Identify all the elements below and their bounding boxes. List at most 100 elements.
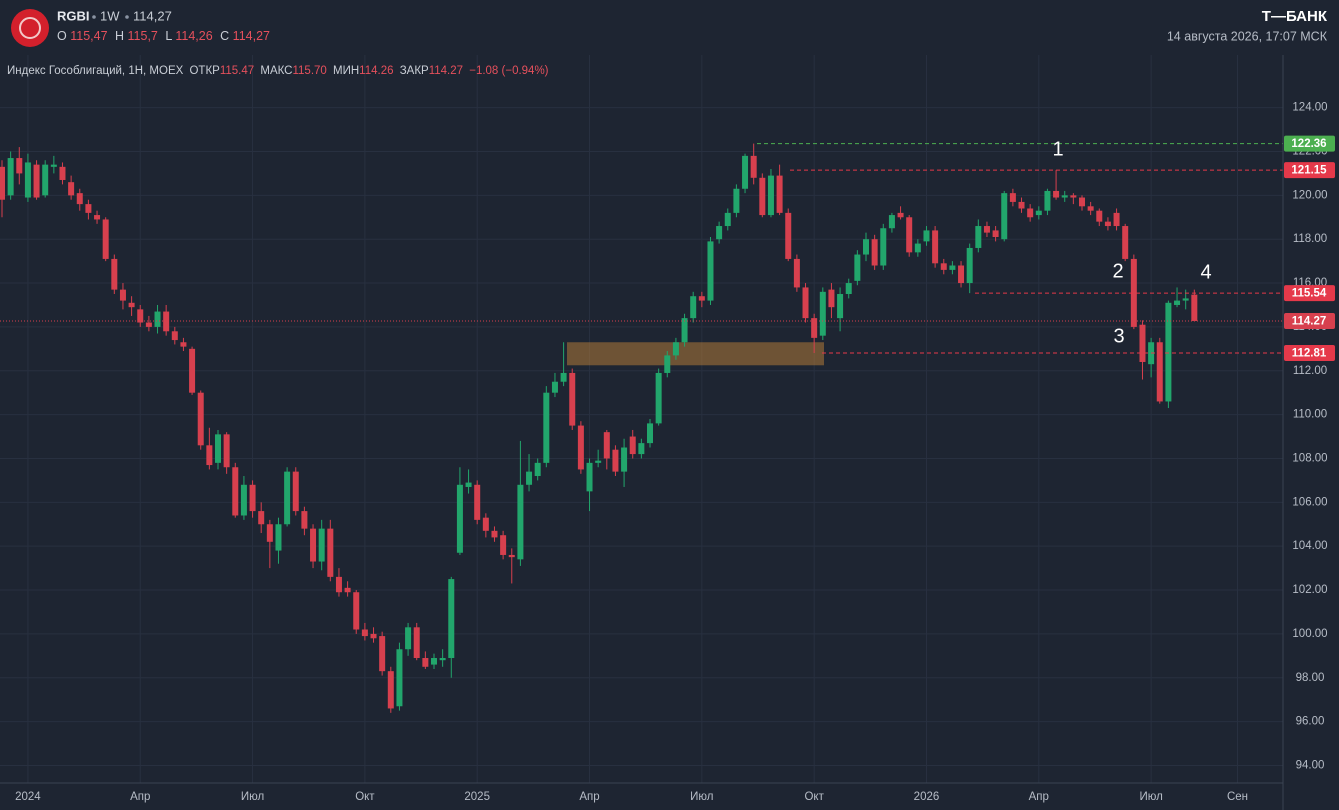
candle-body (310, 528, 317, 562)
candle-body (716, 226, 723, 240)
y-tick-label: 112.00 (1293, 365, 1327, 377)
candle-body (975, 226, 982, 248)
candle-body (206, 445, 213, 466)
candle-body (223, 434, 230, 468)
y-tick-label: 104.00 (1292, 540, 1327, 552)
candle-body (145, 322, 152, 327)
ohlc-value: 115,7 (128, 29, 158, 43)
candle-body (508, 554, 515, 558)
candle-body (681, 318, 688, 343)
candle-body (422, 658, 429, 667)
candle-body (335, 576, 342, 593)
candle-body (776, 175, 783, 213)
y-tick-label: 108.00 (1292, 453, 1327, 465)
candle-body (802, 287, 809, 319)
candle-body (353, 592, 360, 630)
candle-body (119, 289, 126, 301)
candle-body (1122, 226, 1129, 259)
candle-body (1087, 206, 1094, 211)
x-tick-label: Июл (241, 791, 264, 803)
price-label: 115.54 (1292, 288, 1327, 300)
candle-body (1053, 190, 1060, 198)
candle-body (664, 355, 671, 373)
brand: Т—БАНК (1262, 8, 1328, 25)
y-tick-label: 110.00 (1293, 409, 1327, 421)
price-label-box (1284, 344, 1335, 361)
candle-body (154, 311, 161, 327)
candle-body (137, 309, 144, 323)
candle-body (906, 217, 913, 253)
candle-body (785, 212, 792, 259)
candle-body (456, 484, 463, 553)
candle-body (50, 164, 57, 167)
price-label: 122.36 (1291, 138, 1326, 150)
x-tick-label: Апр (579, 791, 599, 803)
candle-body (413, 627, 420, 659)
y-tick-label: 106.00 (1292, 496, 1327, 508)
ohlc-label: C (220, 29, 229, 43)
candle-body (1079, 197, 1085, 207)
candle-body (863, 239, 869, 255)
candle-body (811, 318, 818, 338)
candle-body (1174, 300, 1181, 305)
candle-body (102, 219, 109, 259)
candle-body (448, 579, 455, 659)
candle-body (595, 460, 602, 463)
x-tick-label: Окт (355, 791, 375, 803)
legend-label: МИН (333, 65, 359, 77)
separator-dot (92, 15, 96, 19)
candle-body (85, 204, 92, 213)
x-tick-label: 2026 (914, 791, 940, 803)
candle-body (1104, 221, 1111, 227)
x-tick-label: Апр (1029, 791, 1049, 803)
candle-body (500, 535, 507, 555)
plot-area (0, 143, 1283, 713)
y-tick-label: 124.00 (1292, 102, 1327, 114)
annotation: 1 (1052, 138, 1063, 160)
candle-body (1001, 193, 1008, 240)
grid (0, 55, 1283, 783)
ohlc-label: H (115, 29, 124, 43)
candle-body (819, 291, 826, 336)
candle-body (301, 511, 308, 529)
candle-body (59, 166, 66, 180)
candle-body (569, 372, 576, 426)
candle-body (949, 265, 956, 270)
candle-body (733, 188, 740, 213)
ohlc-value: 114,26 (175, 29, 212, 43)
candle-body (845, 283, 852, 295)
candle-body (983, 226, 990, 233)
legend-value: 115.70 (292, 65, 326, 77)
candle-body (1061, 195, 1068, 198)
candle-body (577, 425, 584, 470)
price-label-box (1284, 285, 1335, 302)
x-tick-label: Июл (690, 791, 713, 803)
ohlc-value: 114,27 (233, 29, 270, 43)
price-label-box (1284, 162, 1335, 179)
candle-body (888, 215, 895, 229)
y-tick-label: 120.00 (1292, 189, 1327, 201)
price-label: 121.15 (1291, 165, 1327, 177)
candle-body (914, 243, 921, 253)
candle-body (370, 633, 377, 639)
interval: 1W (100, 8, 120, 23)
price-label: 114.27 (1292, 316, 1327, 328)
candle-body (491, 530, 498, 538)
candle-body (690, 296, 697, 319)
x-tick-label: Апр (130, 791, 150, 803)
candle-body (966, 247, 973, 284)
candle-body (1070, 195, 1077, 198)
candle-body (379, 636, 386, 672)
candle-body (232, 467, 239, 516)
candle-body (854, 254, 861, 281)
candle-body (828, 289, 835, 308)
candle-body (292, 471, 299, 512)
candle-body (1009, 193, 1016, 202)
candle-body (1035, 210, 1042, 216)
legend-label: МАКС (260, 65, 292, 77)
x-tick-label: Окт (804, 791, 824, 803)
candle-body (958, 265, 965, 284)
candle-body (1096, 210, 1103, 222)
